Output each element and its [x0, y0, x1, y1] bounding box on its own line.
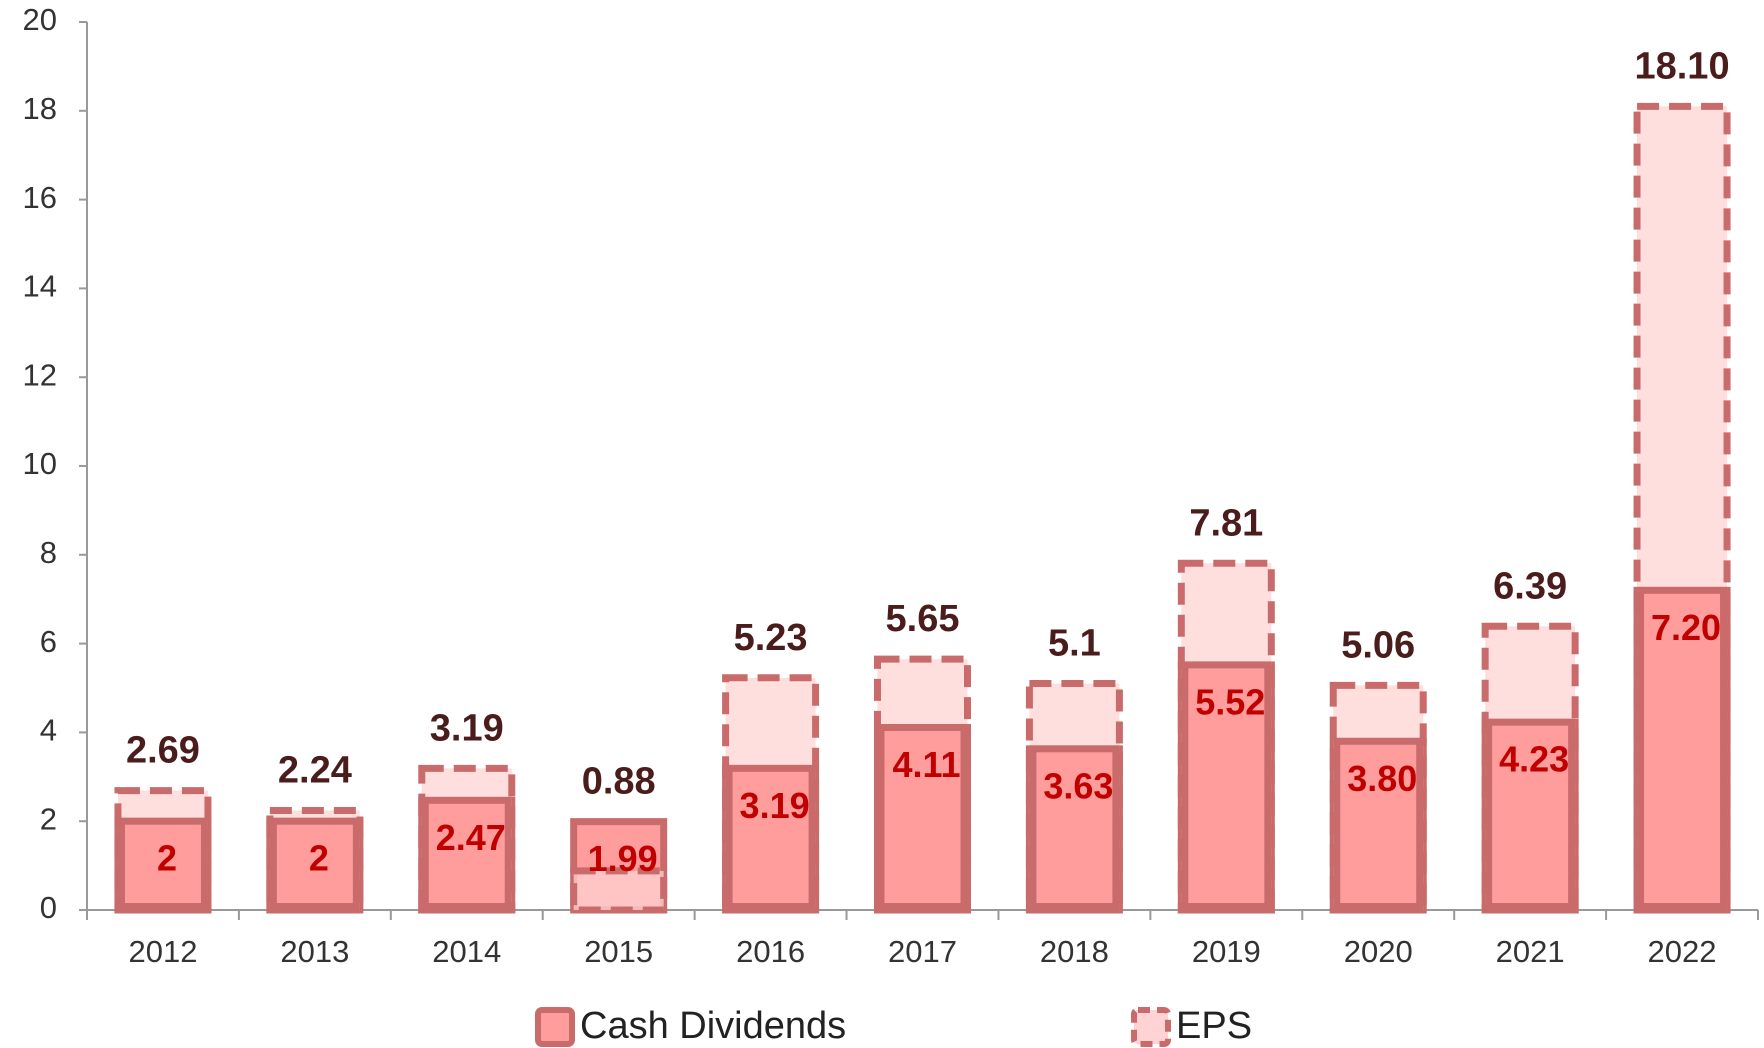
legend-label: EPS: [1176, 1005, 1252, 1047]
x-tick-label: 2013: [280, 934, 349, 969]
dividend-label: 3.80: [1347, 758, 1417, 799]
y-tick-label: 18: [23, 91, 57, 126]
dividend-bar-top: [117, 817, 208, 911]
x-tick-label: 2012: [128, 934, 197, 969]
x-tick-label: 2015: [584, 934, 653, 969]
y-tick-label: 16: [23, 180, 57, 215]
dividend-bar-top: [1029, 745, 1120, 910]
y-tick-label: 8: [40, 535, 57, 570]
dividend-bar-top: [877, 724, 968, 910]
dividend-label: 7.20: [1651, 607, 1721, 648]
x-tick-label: 2014: [432, 934, 501, 969]
eps-label: 7.81: [1189, 502, 1263, 544]
dividend-bar-top: [269, 817, 360, 911]
x-tick-label: 2016: [736, 934, 805, 969]
y-tick-label: 6: [40, 624, 57, 659]
legend-swatch-dividends: [535, 1007, 575, 1047]
dividend-label: 4.11: [892, 744, 960, 785]
y-tick-label: 2: [40, 801, 57, 836]
x-tick-label: 2017: [888, 934, 957, 969]
dividend-bar-top: [421, 796, 512, 910]
dividend-label: 2.47: [436, 817, 506, 858]
eps-bar: [570, 867, 668, 914]
dividend-bar-top: [1637, 586, 1728, 910]
eps-label: 3.19: [430, 707, 504, 749]
eps-label: 5.65: [886, 598, 960, 640]
x-tick-label: 2022: [1648, 934, 1717, 969]
eps-label: 5.23: [734, 617, 808, 659]
eps-label: 6.39: [1493, 565, 1567, 607]
dividend-bar-top: [1485, 718, 1576, 910]
dividend-label: 5.52: [1195, 681, 1265, 722]
dividend-bar-top: [725, 764, 816, 911]
dividend-label: 3.63: [1043, 765, 1113, 806]
dividend-label: 2: [157, 838, 177, 879]
x-tick-label: 2018: [1040, 934, 1109, 969]
eps-label: 5.06: [1341, 624, 1415, 666]
y-tick-label: 14: [23, 269, 57, 304]
dividend-bar-top: [1333, 737, 1424, 911]
legend-swatch-eps: [1131, 1007, 1171, 1047]
dividend-label: 1.99: [588, 838, 658, 879]
eps-label: 2.69: [126, 730, 200, 772]
dividend-label: 2: [309, 838, 329, 879]
dividend-label: 4.23: [1499, 739, 1569, 780]
eps-label: 18.10: [1634, 45, 1729, 87]
eps-label: 2.24: [278, 750, 352, 792]
eps-label: 5.1: [1048, 623, 1101, 665]
y-tick-label: 12: [23, 357, 57, 392]
y-tick-label: 0: [40, 890, 57, 925]
y-tick-label: 10: [23, 446, 57, 481]
legend-label: Cash Dividends: [580, 1005, 846, 1047]
eps-label: 0.88: [582, 761, 656, 803]
x-tick-label: 2021: [1496, 934, 1565, 969]
x-tick-label: 2020: [1344, 934, 1413, 969]
dividend-label: 3.19: [740, 785, 810, 826]
dividend-bar-top: [1181, 661, 1272, 910]
x-tick-label: 2019: [1192, 934, 1261, 969]
y-tick-label: 4: [40, 713, 57, 748]
y-tick-label: 20: [23, 2, 57, 37]
